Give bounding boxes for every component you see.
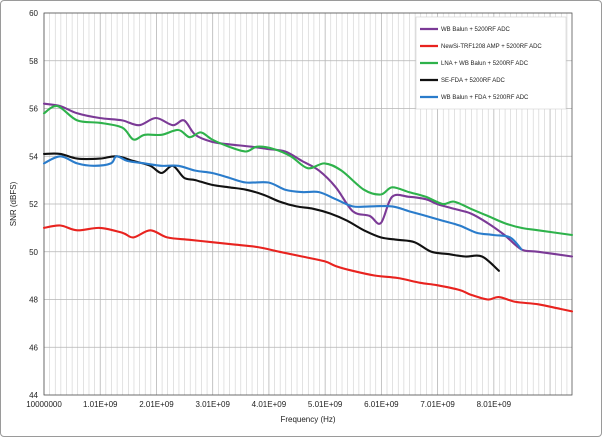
y-tick-label: 54 [29, 152, 38, 161]
x-axis-label: Frequency (Hz) [280, 415, 335, 424]
legend-box [415, 16, 567, 110]
y-tick-label: 46 [29, 343, 38, 352]
legend-label: WB Balun + 5200RF ADC [441, 27, 511, 33]
y-tick-label: 48 [29, 296, 38, 305]
y-tick-label: 60 [29, 9, 38, 18]
x-tick-label: 2.01E+09 [139, 400, 174, 409]
series-lines [42, 102, 574, 313]
x-tick-label: 5.01E+09 [308, 400, 343, 409]
series-line-3 [42, 104, 574, 237]
legend: WB Balun + 5200RF ADC NewSi-TRF1208 AMP +… [415, 16, 567, 110]
x-tick-label: 1.01E+09 [83, 400, 118, 409]
series-line-2 [42, 224, 574, 313]
x-tick-label: 10000000 [26, 400, 62, 409]
x-tick-label: 8.01E+09 [477, 400, 512, 409]
x-tick-label: 3.01E+09 [195, 400, 230, 409]
series-line-1 [42, 102, 574, 258]
series-line-5 [42, 155, 523, 251]
x-tick-label: 6.01E+09 [364, 400, 399, 409]
plot-area [43, 12, 573, 396]
y-tick-label: 56 [29, 105, 38, 114]
x-tick-labels: 10000000 1.01E+09 2.01E+09 3.01E+09 4.01E+09… [26, 400, 511, 409]
y-tick-label: 44 [29, 391, 38, 400]
y-tick-label: 52 [29, 200, 38, 209]
y-axis-label: SNR (dBFS) [9, 181, 18, 226]
series-line-4 [42, 152, 500, 272]
legend-label: NewSi-TRF1208 AMP + 5200RF ADC [441, 44, 542, 50]
legend-label: SE-FDA + 5200RF ADC [441, 78, 506, 84]
x-tick-label: 4.01E+09 [252, 400, 287, 409]
y-tick-labels: 44 46 48 50 52 54 56 58 60 [29, 9, 38, 400]
x-tick-label: 7.01E+09 [420, 400, 455, 409]
legend-label: WB Balun + FDA + 5200RF ADC [441, 95, 529, 101]
legend-label: LNA + WB Balun + 5200RF ADC [441, 61, 529, 67]
y-tick-label: 58 [29, 57, 38, 66]
y-tick-label: 50 [29, 248, 38, 257]
